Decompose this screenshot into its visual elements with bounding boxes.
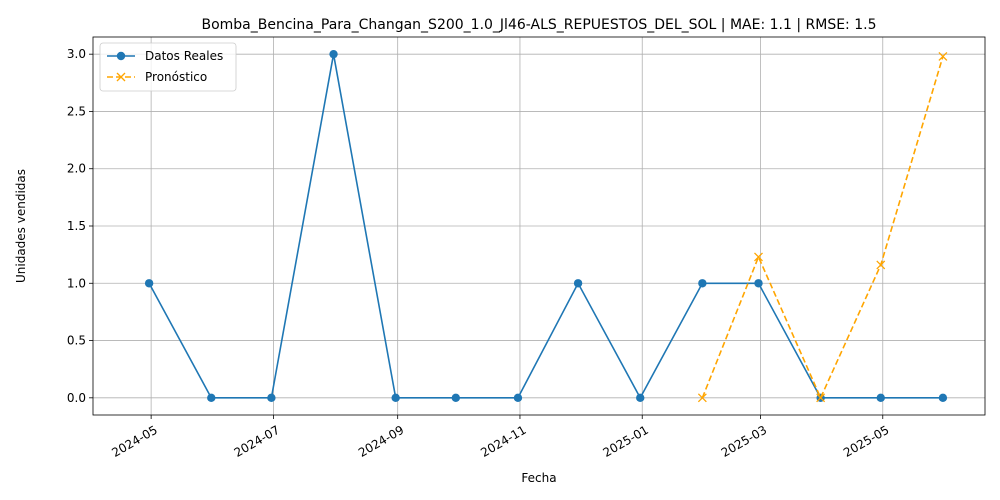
legend-marker [116, 51, 126, 61]
y-tick-label: 2.0 [67, 162, 86, 176]
forecast-point [876, 260, 886, 270]
data-point [573, 279, 583, 288]
legend: Datos Reales Pronóstico [99, 42, 237, 92]
data-point [698, 279, 707, 288]
forecast-point-stroke [816, 393, 826, 403]
chart-title: Bomba_Bencina_Para_Changan_S200_1.0_Jl46… [201, 17, 876, 33]
y-axis: 0.0 0.5 1.0 1.5 2.0 2.5 3.0 [67, 47, 93, 405]
y-axis-label: Unidades vendidas [14, 169, 28, 283]
series-layer [144, 49, 948, 403]
forecast-point [754, 252, 763, 262]
legend-box [99, 42, 237, 92]
data-point [754, 279, 763, 288]
data-point [876, 393, 885, 403]
data-point [267, 393, 276, 403]
series-line-2 [701, 56, 944, 400]
legend-label: Pronóstico [145, 70, 207, 84]
grid [93, 37, 985, 415]
y-tick-label: 0.5 [67, 334, 86, 348]
y-tick-label: 3.0 [67, 47, 86, 61]
forecast-point [816, 393, 826, 403]
x-axis-label: Fecha [521, 471, 556, 485]
data-point [329, 49, 338, 59]
forecast-point-stroke [754, 252, 763, 262]
forecast-point [697, 393, 707, 403]
data-point [391, 393, 400, 403]
forecast-point-stroke [697, 393, 707, 403]
data-point [513, 393, 523, 403]
data-point [207, 393, 216, 403]
forecast-point [938, 52, 948, 61]
y-tick-label: 0.0 [67, 391, 86, 405]
data-point [636, 393, 645, 403]
forecast-point-stroke [938, 52, 948, 61]
series-line-1 [148, 54, 943, 400]
data-point [938, 393, 948, 403]
legend-label: Datos Reales [145, 49, 223, 63]
data-point [451, 393, 461, 403]
forecast-point-stroke [876, 260, 886, 270]
data-point [144, 279, 154, 288]
y-tick-label: 2.5 [67, 104, 86, 118]
y-tick-label: 1.5 [67, 219, 86, 233]
y-tick-label: 1.0 [67, 276, 86, 290]
legend-marker [116, 72, 126, 82]
